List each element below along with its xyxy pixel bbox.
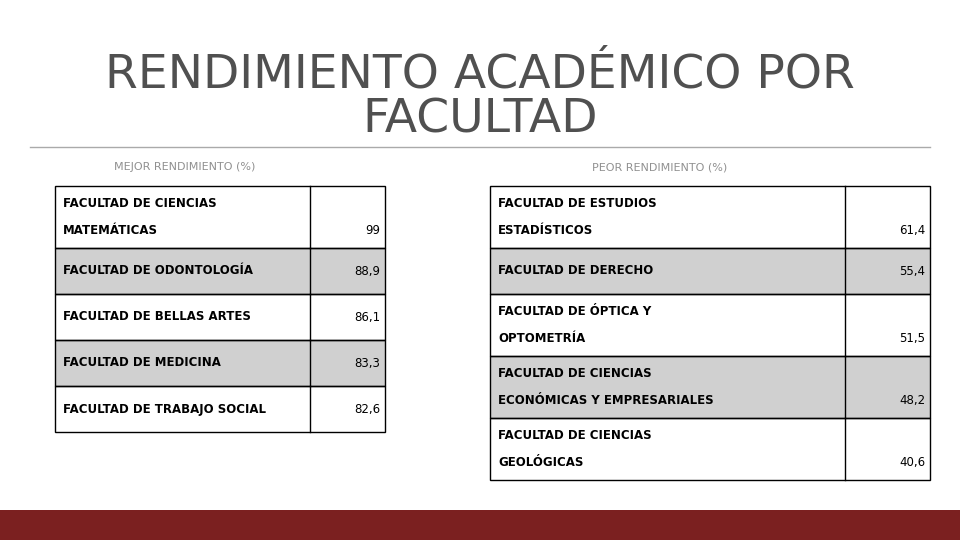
Bar xyxy=(55,248,385,294)
Text: FACULTAD DE ESTUDIOS: FACULTAD DE ESTUDIOS xyxy=(498,197,657,210)
Text: FACULTAD: FACULTAD xyxy=(362,98,598,143)
Text: ESTADÍSTICOS: ESTADÍSTICOS xyxy=(498,224,593,237)
Text: FACULTAD DE CIENCIAS: FACULTAD DE CIENCIAS xyxy=(498,367,652,380)
Text: 55,4: 55,4 xyxy=(899,265,925,278)
Bar xyxy=(490,186,930,248)
Bar xyxy=(490,186,930,248)
Text: FACULTAD DE CIENCIAS: FACULTAD DE CIENCIAS xyxy=(63,197,217,210)
Text: OPTOMETRÍA: OPTOMETRÍA xyxy=(498,332,586,345)
Bar xyxy=(490,356,930,418)
Text: MEJOR RENDIMIENTO (%): MEJOR RENDIMIENTO (%) xyxy=(114,162,255,172)
Bar xyxy=(55,340,385,386)
Text: 88,9: 88,9 xyxy=(354,265,380,278)
Bar xyxy=(490,248,930,294)
Text: GEOLÓGICAS: GEOLÓGICAS xyxy=(498,456,584,469)
Text: 86,1: 86,1 xyxy=(354,310,380,323)
Bar xyxy=(490,418,930,480)
Bar xyxy=(490,294,930,356)
Text: RENDIMIENTO ACADÉMICO POR: RENDIMIENTO ACADÉMICO POR xyxy=(105,52,855,98)
Text: 48,2: 48,2 xyxy=(899,394,925,407)
Bar xyxy=(0,510,960,540)
Bar xyxy=(490,356,930,418)
Text: FACULTAD DE MEDICINA: FACULTAD DE MEDICINA xyxy=(63,356,221,369)
Bar xyxy=(55,248,385,294)
Text: 82,6: 82,6 xyxy=(354,402,380,415)
Text: FACULTAD DE CIENCIAS: FACULTAD DE CIENCIAS xyxy=(498,429,652,442)
Text: 83,3: 83,3 xyxy=(354,356,380,369)
Bar xyxy=(490,418,930,480)
Text: FACULTAD DE TRABAJO SOCIAL: FACULTAD DE TRABAJO SOCIAL xyxy=(63,402,266,415)
Bar xyxy=(55,186,385,248)
Text: PEOR RENDIMIENTO (%): PEOR RENDIMIENTO (%) xyxy=(592,162,728,172)
Bar xyxy=(490,248,930,294)
Bar xyxy=(490,294,930,356)
Text: 99: 99 xyxy=(365,224,380,237)
Bar xyxy=(55,294,385,340)
Text: FACULTAD DE ODONTOLOGÍA: FACULTAD DE ODONTOLOGÍA xyxy=(63,265,253,278)
Bar xyxy=(55,186,385,248)
Bar xyxy=(55,340,385,386)
Bar xyxy=(55,294,385,340)
Bar xyxy=(55,386,385,432)
Text: 40,6: 40,6 xyxy=(899,456,925,469)
Text: 51,5: 51,5 xyxy=(899,332,925,345)
Text: 61,4: 61,4 xyxy=(899,224,925,237)
Text: FACULTAD DE ÓPTICA Y: FACULTAD DE ÓPTICA Y xyxy=(498,305,651,318)
Text: MATEMÁTICAS: MATEMÁTICAS xyxy=(63,224,158,237)
Text: ECONÓMICAS Y EMPRESARIALES: ECONÓMICAS Y EMPRESARIALES xyxy=(498,394,713,407)
Text: FACULTAD DE DERECHO: FACULTAD DE DERECHO xyxy=(498,265,653,278)
Bar xyxy=(55,386,385,432)
Text: FACULTAD DE BELLAS ARTES: FACULTAD DE BELLAS ARTES xyxy=(63,310,251,323)
